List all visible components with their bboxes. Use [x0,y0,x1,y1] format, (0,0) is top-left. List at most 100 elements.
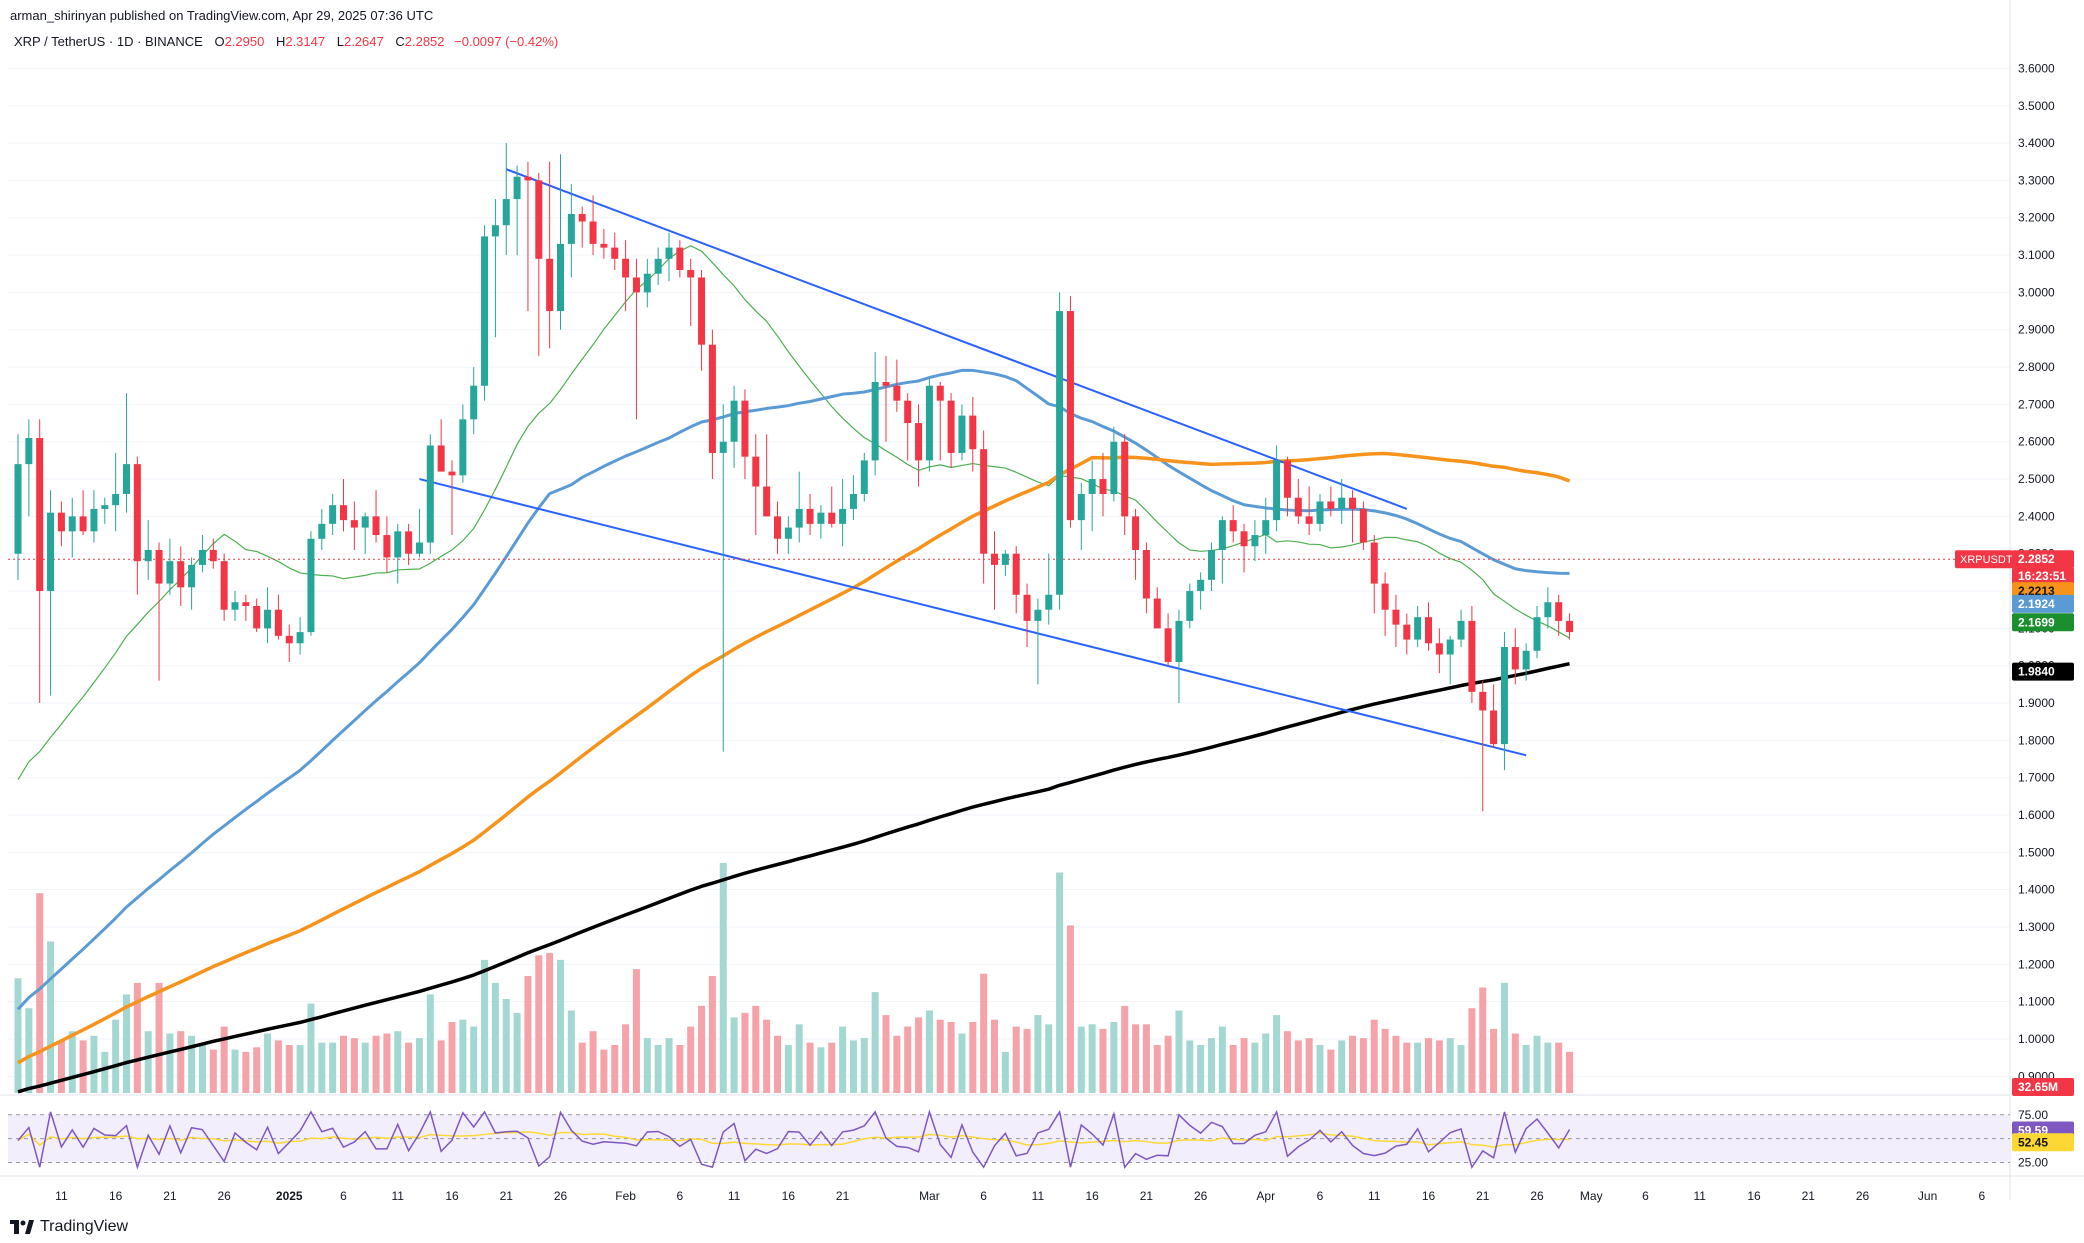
volume-bar [264,1033,272,1093]
candle-body [578,214,586,222]
volume-bar [1381,1028,1389,1093]
rsi-ma-tag: 52.45 [2018,1135,2048,1149]
candle-body [1099,479,1107,494]
open-label: O [214,34,225,49]
volume-bar [448,1022,456,1093]
volume-bar [426,994,434,1093]
time-tick-label: 6 [340,1189,347,1203]
time-tick-label: 21 [500,1189,514,1203]
candle-body [1316,501,1324,524]
price-tick-label: 3.1000 [2018,248,2055,262]
candle-body [25,437,33,465]
candle-body [188,564,196,588]
candle-body [1056,311,1064,595]
candle-body [1500,647,1508,745]
moving-averages [16,245,1571,1094]
candle-body [958,415,966,453]
candle-body [589,221,597,244]
volume-bar [1208,1038,1215,1093]
candle-body [936,385,944,401]
volume-bar [1370,1019,1378,1093]
volume-bar [340,1035,347,1093]
volume-bar [622,1024,630,1093]
candle-body [849,493,857,509]
ma-long-tag: 1.9840 [2018,665,2055,679]
candle-body [448,471,456,476]
volume-bar [708,976,716,1093]
candle-body [980,449,988,554]
candle-body [1566,620,1574,633]
time-tick-label: 16 [1422,1189,1436,1203]
volume-bar [871,992,879,1093]
candle-body [383,535,391,558]
volume-bar [698,1005,706,1093]
candle-body [1522,650,1530,670]
price-tick-label: 1.0000 [2018,1032,2055,1046]
price-tick-label: 3.3000 [2018,173,2055,187]
candle-body [741,400,749,457]
candle-body [632,277,640,293]
candle-body [557,243,564,312]
volume-bar [567,1010,575,1093]
volume-bar [1316,1045,1324,1093]
volume-bar [1457,1045,1465,1093]
price-tick-label: 1.1000 [2018,995,2055,1009]
volume-bar [144,1031,152,1093]
last-price-tag-bg [2012,550,2074,569]
candle-body [1132,516,1140,550]
volume-bar [1522,1045,1530,1093]
ma-slow-tag: 2.2213 [2018,584,2055,598]
candle-body [1457,620,1465,640]
time-tick-label: Feb [615,1189,636,1203]
volume-bar [1077,1026,1085,1093]
price-tick-label: 2.7000 [2018,397,2055,411]
price-tick-label: 2.9000 [2018,323,2055,337]
time-tick-label: 6 [1317,1189,1324,1203]
candle-body [1294,497,1302,517]
candle-body [340,505,347,521]
volume-bar [589,1031,597,1093]
candle-body [622,258,630,278]
price-tick-label: 1.5000 [2018,845,2055,859]
volume-bar [1555,1042,1563,1093]
volume-bar [1088,1024,1096,1093]
price-tick-label: 1.9000 [2018,696,2055,710]
candle-body [871,381,879,461]
candle-body [1414,617,1422,640]
high-label: H [275,34,286,49]
symbol-title[interactable]: XRP / TetherUS · 1D · BINANCE [14,34,203,49]
candle-body [654,258,662,274]
candle-body [1425,617,1432,644]
volume-bar [285,1045,293,1093]
candle-body [481,236,489,386]
volume-bar [14,978,22,1093]
candle-body [372,516,380,536]
tradingview-logo[interactable]: TradingView [10,1218,128,1236]
volume-bar [329,1042,337,1093]
volume-bar [524,976,532,1093]
candle-body [1023,594,1031,621]
volume-bar [1186,1040,1194,1093]
candle-body [1186,591,1194,621]
volume-bar [90,1035,98,1093]
volume-bar [123,994,130,1093]
volume-bar [643,1038,651,1093]
price-tick-label: 3.0000 [2018,285,2055,299]
volume-bar [1403,1042,1411,1093]
time-tick-label: 26 [1194,1189,1208,1203]
high-value: 2.3147 [285,34,326,49]
volume-bar [437,1040,445,1093]
volume-bar [166,1033,174,1093]
volume-bar [1359,1038,1367,1093]
candle-body [1153,598,1161,629]
volume-bar [1305,1038,1313,1093]
time-tick-label: 11 [55,1189,68,1203]
candle-body [947,400,955,453]
volume-bar [1566,1051,1574,1093]
price-tick-label: 1.7000 [2018,771,2055,785]
candle-body [36,437,44,592]
time-tick-label: May [1580,1189,1603,1203]
tradingview-brand-text: TradingView [40,1218,129,1235]
volume-bar [1544,1042,1552,1093]
